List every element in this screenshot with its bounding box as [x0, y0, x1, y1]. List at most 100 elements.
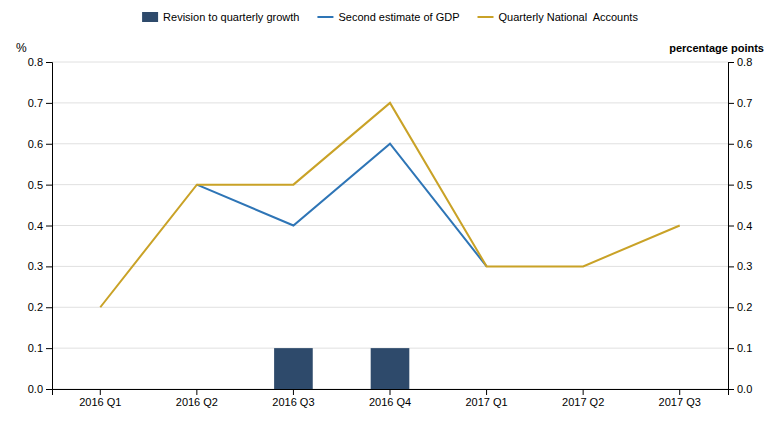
bar	[564, 389, 603, 390]
tick: 0.6	[28, 138, 52, 150]
chart: 2016 Q1 2016 Q2 2016 Q3 2016 Q4 2017 Q1 2017 …	[0, 0, 780, 423]
tick-mark	[728, 62, 734, 63]
tick: 0.1	[728, 342, 752, 354]
legend-label: Revision to quarterly growth	[163, 11, 299, 23]
grid-line	[52, 225, 728, 226]
grid-line	[52, 184, 728, 185]
tick: 2016 Q1	[79, 389, 121, 408]
tick-mark	[46, 266, 52, 267]
marks	[100, 103, 679, 389]
tick: 2016 Q2	[176, 389, 218, 408]
legend-label: Quarterly National Accounts	[499, 11, 639, 23]
tick-mark	[728, 144, 734, 145]
tick-mark	[679, 389, 680, 395]
tick-label: 0.7	[28, 97, 43, 109]
tick-label: 2016 Q4	[369, 396, 411, 408]
tick: 0.3	[728, 260, 752, 272]
legend: Revision to quarterly growth Second estim…	[142, 11, 638, 23]
tick-label: 2016 Q2	[176, 396, 218, 408]
tick: 0.1	[28, 342, 52, 354]
grid-line	[52, 307, 728, 308]
tick-label: 0.8	[28, 56, 43, 68]
tick: 0.8	[28, 56, 52, 68]
tick-mark	[728, 307, 734, 308]
tick: 0.4	[28, 220, 52, 232]
legend-label: Second estimate of GDP	[338, 11, 459, 23]
tick: 2017 Q2	[562, 389, 604, 408]
tick-mark	[46, 62, 52, 63]
tick-label: 0.5	[737, 179, 752, 191]
tick-mark	[46, 103, 52, 104]
tick: 0.6	[728, 138, 752, 150]
legend-item: Quarterly National Accounts	[478, 11, 639, 23]
legend-swatch	[317, 16, 333, 18]
y2-axis: 0.0 0.1 0.2 0.3 0.4 0.5 0.6 0.7 0.8	[728, 56, 752, 395]
tick: 2017 Q1	[465, 389, 507, 408]
tick-mark	[196, 389, 197, 395]
tick-mark	[486, 389, 487, 395]
legend-item: Revision to quarterly growth	[142, 11, 299, 23]
tick: 0.5	[28, 179, 52, 191]
tick-mark	[583, 389, 584, 395]
tick-label: 0.1	[737, 342, 752, 354]
tick-mark	[46, 185, 52, 186]
tick-mark	[728, 389, 734, 390]
axis-line	[46, 63, 53, 390]
tick-label: 0.8	[737, 56, 752, 68]
plot: 2016 Q1 2016 Q2 2016 Q3 2016 Q4 2017 Q1 2017 …	[28, 56, 753, 408]
tick: 0.2	[728, 301, 752, 313]
tick-label: 0.4	[28, 220, 43, 232]
tick-label: 2017 Q1	[465, 396, 507, 408]
tick-mark	[46, 348, 52, 349]
tick-mark	[293, 389, 294, 395]
line	[197, 144, 487, 267]
tick: 0.7	[28, 97, 52, 109]
tick: 0.2	[28, 301, 52, 313]
tick-mark	[46, 389, 52, 390]
bar	[467, 389, 506, 390]
tick-label: 0.6	[737, 138, 752, 150]
tick-label: 0.6	[28, 138, 43, 150]
tick-label: 0.3	[28, 260, 43, 272]
tick-label: 0.1	[28, 342, 43, 354]
tick: 0.7	[728, 97, 752, 109]
bar	[178, 389, 217, 390]
tick-label: 0.0	[28, 383, 43, 395]
tick-label: 0.4	[737, 220, 752, 232]
tick-label: 2016 Q3	[272, 396, 314, 408]
y2-axis-label: percentage points	[669, 42, 764, 54]
tick-label: 0.7	[737, 97, 752, 109]
tick-label: 2016 Q1	[79, 396, 121, 408]
grid-line	[52, 266, 728, 267]
tick-mark	[728, 348, 734, 349]
tick-label: 0.5	[28, 179, 43, 191]
tick-mark	[728, 103, 734, 104]
grid-line	[52, 62, 728, 63]
bar	[371, 348, 410, 389]
line	[100, 103, 679, 307]
axis-line	[729, 63, 735, 390]
y-axis-label: %	[16, 41, 27, 55]
axis-line	[53, 390, 729, 396]
tick: 0.4	[728, 220, 752, 232]
tick-mark	[100, 389, 101, 395]
tick: 0.0	[728, 383, 752, 395]
grid	[52, 62, 728, 389]
tick-mark	[728, 226, 734, 227]
tick: 2016 Q3	[272, 389, 314, 408]
tick-mark	[728, 266, 734, 267]
bar	[274, 348, 313, 389]
tick: 0.8	[728, 56, 752, 68]
tick-label: 2017 Q3	[659, 396, 701, 408]
y-axis: 0.0 0.1 0.2 0.3 0.4 0.5 0.6 0.7 0.8	[28, 56, 53, 395]
tick-label: 2017 Q2	[562, 396, 604, 408]
tick: 2017 Q3	[659, 389, 701, 408]
tick-label: 0.2	[28, 301, 43, 313]
tick: 0.0	[28, 383, 52, 395]
legend-swatch	[478, 16, 494, 18]
tick-label: 0.0	[737, 383, 752, 395]
bar	[660, 389, 699, 390]
tick-mark	[728, 185, 734, 186]
tick-mark	[46, 307, 52, 308]
bar	[81, 389, 120, 390]
